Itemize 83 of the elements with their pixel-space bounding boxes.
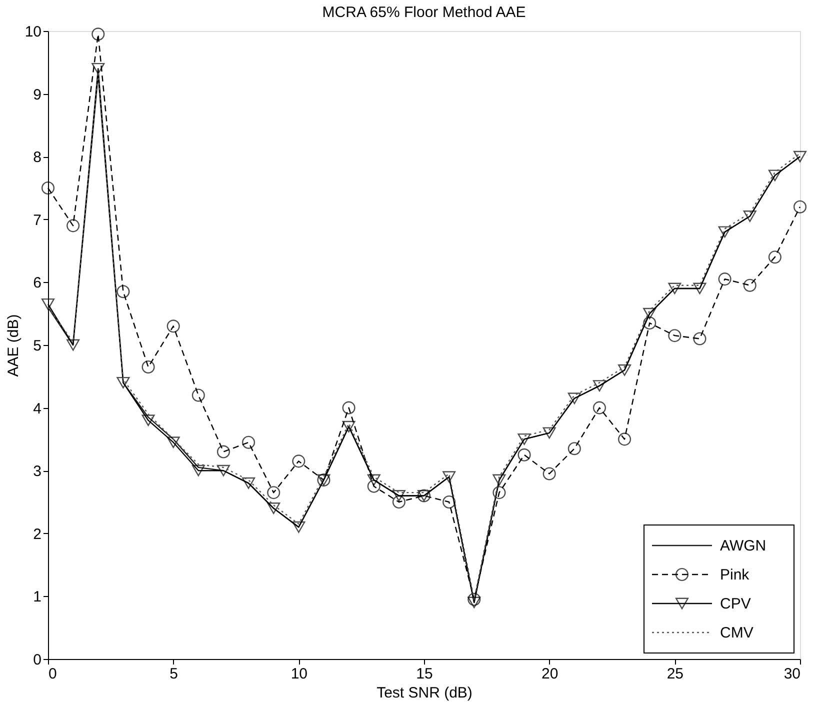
x-tick-label: 0	[48, 666, 57, 682]
point	[216, 464, 230, 476]
point	[41, 181, 55, 195]
point	[743, 210, 756, 222]
point	[618, 432, 632, 446]
point	[793, 200, 807, 214]
y-tick-label: 1	[33, 588, 42, 606]
y-tick-label: 9	[33, 86, 42, 104]
point	[693, 282, 706, 294]
point	[142, 414, 155, 426]
legend-label: AWGN	[720, 538, 766, 554]
point	[668, 282, 682, 294]
point	[392, 495, 406, 509]
point	[693, 332, 706, 346]
y-tick-label: 10	[24, 24, 42, 40]
point	[92, 62, 105, 74]
point	[668, 329, 682, 342]
point	[116, 285, 130, 298]
point	[267, 502, 280, 514]
chart-title: MCRA 65% Floor Method AAE	[322, 4, 526, 21]
point	[292, 454, 306, 468]
point	[267, 486, 280, 500]
x-tick-label: 30	[784, 666, 800, 682]
point	[542, 427, 556, 439]
point	[592, 401, 606, 414]
point	[66, 219, 80, 232]
point	[592, 380, 606, 392]
x-axis-title: Test SNR (dB)	[376, 684, 472, 702]
point	[92, 28, 105, 41]
point	[643, 316, 656, 330]
point	[442, 471, 456, 483]
point	[468, 592, 481, 606]
point	[718, 226, 732, 238]
point	[518, 433, 531, 445]
point	[192, 464, 205, 476]
y-tick-label: 5	[33, 338, 42, 354]
y-tick-label: 2	[33, 526, 42, 543]
point	[192, 388, 205, 402]
point	[793, 150, 807, 162]
y-axis-title: AAE (dB)	[4, 314, 22, 377]
y-tick-label: 4	[33, 400, 42, 418]
point	[116, 376, 130, 388]
point	[216, 445, 230, 458]
point	[342, 401, 356, 414]
point	[166, 320, 180, 333]
y-tick-label: 3	[33, 463, 42, 480]
point	[618, 364, 632, 376]
point	[292, 521, 306, 533]
y-tick-label: 6	[33, 274, 42, 292]
point	[718, 272, 732, 286]
x-tick-label: 5	[170, 666, 178, 682]
point	[643, 308, 656, 320]
point	[743, 278, 756, 292]
point	[367, 480, 380, 493]
point	[242, 477, 256, 489]
x-tick-label: 20	[541, 666, 558, 682]
y-tick-label: 7	[33, 212, 42, 229]
point	[442, 495, 456, 509]
point	[342, 420, 356, 432]
point	[392, 490, 406, 502]
x-tick-label: 25	[666, 666, 684, 682]
point	[66, 339, 80, 351]
point	[568, 392, 581, 404]
point	[768, 250, 782, 264]
point	[41, 298, 55, 310]
point	[492, 474, 506, 486]
point	[468, 596, 481, 608]
x-tick-label: 10	[290, 666, 308, 682]
legend-label: Pink	[720, 566, 750, 584]
x-tick-label: 15	[416, 666, 433, 682]
point	[492, 486, 506, 500]
y-tick-label: 8	[33, 149, 42, 166]
point	[166, 436, 180, 448]
legend-label: CMV	[720, 624, 754, 642]
point	[768, 170, 782, 182]
point	[142, 360, 155, 374]
point	[568, 442, 581, 456]
legend-label: CPV	[720, 596, 751, 612]
point	[542, 467, 556, 480]
point	[367, 474, 380, 486]
point	[518, 448, 531, 462]
y-tick-label: 0	[33, 652, 42, 668]
point	[242, 436, 256, 449]
